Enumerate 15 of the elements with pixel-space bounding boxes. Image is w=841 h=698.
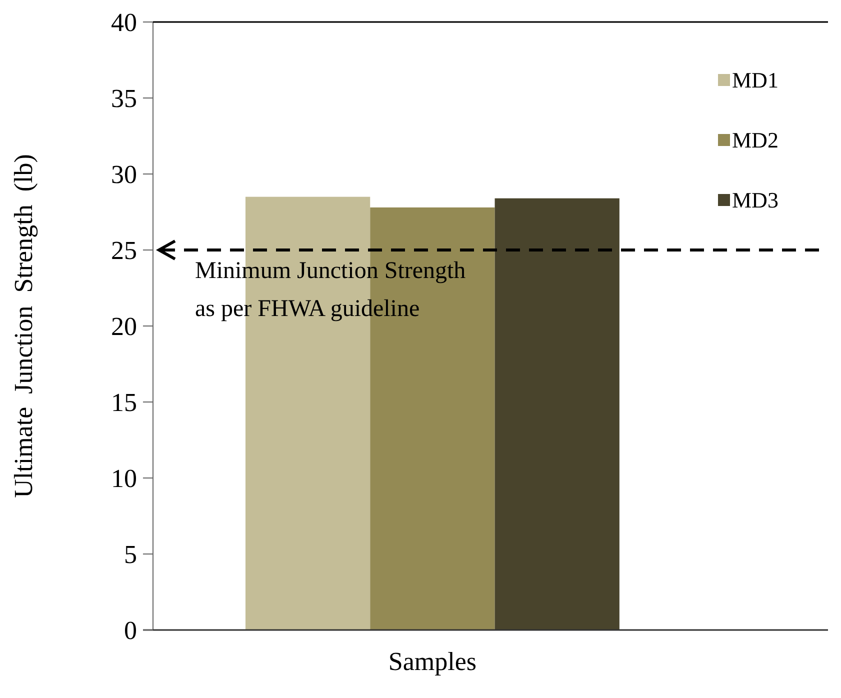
y-tick-label: 35 <box>111 84 137 114</box>
y-tick-label: 10 <box>111 464 137 494</box>
y-tick-label: 40 <box>111 8 137 38</box>
ref-line-label: Minimum Junction Strength as per FHWA guideline <box>195 258 466 322</box>
y-tick-label: 25 <box>111 236 137 266</box>
x-tick-label: Samples <box>388 647 477 676</box>
legend-label: MD1 <box>732 68 778 93</box>
y-axis-title: Ultimate Junction Strength (lb) <box>9 154 38 498</box>
y-tick-label: 0 <box>124 616 137 646</box>
y-tick-label: 30 <box>111 160 137 190</box>
legend-label: MD3 <box>732 188 778 213</box>
y-tick-label: 20 <box>111 312 137 342</box>
y-tick-label: 5 <box>124 540 137 570</box>
legend-label: MD2 <box>732 128 778 153</box>
y-tick-label: 15 <box>111 388 137 418</box>
